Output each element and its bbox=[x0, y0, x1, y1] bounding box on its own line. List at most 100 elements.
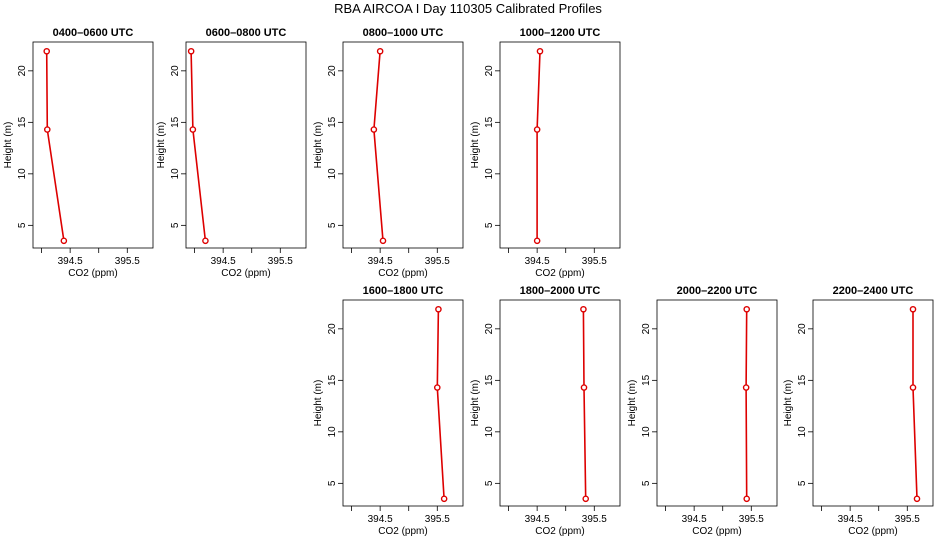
data-point bbox=[743, 305, 751, 313]
y-axis-label: Height (m) bbox=[3, 122, 14, 169]
panel-title: 1000–1200 UTC bbox=[520, 27, 601, 39]
panel-title: 1800–2000 UTC bbox=[520, 285, 601, 297]
y-tick-label: 5 bbox=[327, 222, 338, 228]
profile-line bbox=[45, 51, 65, 241]
panel-title: 2200–2400 UTC bbox=[833, 285, 914, 297]
y-tick-label: 20 bbox=[17, 65, 28, 77]
y-tick-label: 10 bbox=[484, 426, 495, 438]
profile-line bbox=[745, 309, 748, 499]
panel-title: 0400–0600 UTC bbox=[53, 27, 134, 39]
figure-title: RBA AIRCOA I Day 110305 Calibrated Profi… bbox=[334, 1, 602, 16]
x-tick-label: 394.5 bbox=[525, 256, 550, 267]
data-point bbox=[440, 495, 448, 503]
profile-line bbox=[190, 51, 207, 241]
x-axis-label: CO2 (ppm) bbox=[221, 268, 270, 279]
data-point bbox=[189, 126, 197, 133]
x-tick-label: 395.5 bbox=[895, 514, 920, 525]
data-point bbox=[433, 384, 441, 391]
y-tick-label: 20 bbox=[484, 323, 495, 335]
data-point bbox=[913, 495, 921, 503]
y-tick-label: 10 bbox=[641, 426, 652, 438]
data-point bbox=[742, 384, 750, 391]
x-tick-label: 394.5 bbox=[211, 256, 236, 267]
y-tick-label: 15 bbox=[170, 116, 181, 128]
y-tick-label: 10 bbox=[484, 168, 495, 180]
data-point bbox=[379, 237, 387, 245]
y-tick-label: 10 bbox=[17, 168, 28, 180]
panel-5: 1600–1800 UTC 394.5 395.5 5 10 15 20 CO2 (ppm) H… bbox=[313, 285, 464, 537]
y-tick-label: 5 bbox=[641, 480, 652, 486]
profile-line bbox=[373, 51, 384, 241]
plot-frame bbox=[656, 299, 778, 507]
plot-frame bbox=[342, 299, 464, 507]
y-tick-label: 5 bbox=[327, 480, 338, 486]
plot-frame bbox=[499, 299, 621, 507]
data-point bbox=[202, 237, 209, 245]
y-tick-label: 5 bbox=[170, 222, 181, 228]
x-tick-label: 394.5 bbox=[58, 256, 83, 267]
data-point bbox=[435, 305, 442, 313]
panel-title: 0600–0800 UTC bbox=[206, 27, 287, 39]
plot-frame bbox=[342, 41, 464, 249]
plot-frame bbox=[185, 41, 307, 249]
data-point bbox=[582, 495, 590, 503]
panel-title: 1600–1800 UTC bbox=[363, 285, 444, 297]
data-point bbox=[743, 495, 751, 503]
x-axis-label: CO2 (ppm) bbox=[378, 526, 427, 537]
data-point bbox=[580, 384, 588, 391]
data-point bbox=[533, 126, 541, 133]
y-tick-label: 5 bbox=[484, 480, 495, 486]
x-axis-label: CO2 (ppm) bbox=[535, 526, 584, 537]
y-tick-label: 10 bbox=[327, 168, 338, 180]
x-axis-label: CO2 (ppm) bbox=[535, 268, 584, 279]
x-tick-label: 394.5 bbox=[838, 514, 863, 525]
panel-1: 0400–0600 UTC 394.5 395.5 5 10 15 20 CO2 (ppm) H… bbox=[3, 27, 154, 279]
data-point bbox=[43, 126, 51, 133]
panel-4: 1000–1200 UTC 394.5 395.5 5 10 15 20 CO2 (ppm) H… bbox=[470, 27, 621, 279]
y-tick-label: 15 bbox=[797, 374, 808, 386]
data-point bbox=[580, 305, 587, 313]
panel-7: 2000–2200 UTC 394.5 395.5 5 10 15 20 CO2 (ppm) H… bbox=[627, 285, 778, 537]
plot-frame bbox=[32, 41, 154, 249]
x-tick-label: 395.5 bbox=[115, 256, 140, 267]
x-tick-label: 395.5 bbox=[582, 514, 607, 525]
x-tick-label: 395.5 bbox=[425, 514, 450, 525]
y-axis-label: Height (m) bbox=[627, 380, 638, 427]
y-tick-label: 5 bbox=[484, 222, 495, 228]
profile-line bbox=[912, 309, 918, 499]
profile-line bbox=[582, 309, 587, 499]
y-tick-label: 20 bbox=[327, 323, 338, 335]
y-tick-label: 10 bbox=[797, 426, 808, 438]
y-tick-label: 20 bbox=[327, 65, 338, 77]
data-point bbox=[909, 384, 917, 391]
y-tick-label: 15 bbox=[17, 116, 28, 128]
y-axis-label: Height (m) bbox=[313, 122, 324, 169]
data-point bbox=[376, 47, 384, 55]
y-tick-label: 20 bbox=[641, 323, 652, 335]
data-point bbox=[43, 47, 51, 55]
plot-frame bbox=[499, 41, 621, 249]
panel-8: 2200–2400 UTC 394.5 395.5 5 10 15 20 CO2 (ppm) H… bbox=[783, 285, 934, 537]
y-axis-label: Height (m) bbox=[156, 122, 167, 169]
profile-line bbox=[536, 51, 541, 241]
y-tick-label: 15 bbox=[484, 374, 495, 386]
panel-title: 2000–2200 UTC bbox=[677, 285, 758, 297]
y-tick-label: 20 bbox=[797, 323, 808, 335]
y-tick-label: 15 bbox=[484, 116, 495, 128]
y-tick-label: 20 bbox=[484, 65, 495, 77]
panel-title: 0800–1000 UTC bbox=[363, 27, 444, 39]
y-tick-label: 15 bbox=[641, 374, 652, 386]
data-point bbox=[187, 47, 195, 55]
y-tick-label: 5 bbox=[17, 222, 28, 228]
panel-grid: 0400–0600 UTC 394.5 395.5 5 10 15 20 CO2 (ppm) H… bbox=[3, 27, 934, 537]
panel-2: 0600–0800 UTC 394.5 395.5 5 10 15 20 CO2 (ppm) H… bbox=[156, 27, 307, 279]
y-tick-label: 15 bbox=[327, 374, 338, 386]
y-tick-label: 5 bbox=[797, 480, 808, 486]
panel-3: 0800–1000 UTC 394.5 395.5 5 10 15 20 CO2 (ppm) H… bbox=[313, 27, 464, 279]
x-tick-label: 394.5 bbox=[368, 256, 393, 267]
y-tick-label: 15 bbox=[327, 116, 338, 128]
data-point bbox=[536, 47, 544, 55]
y-axis-label: Height (m) bbox=[470, 122, 481, 169]
x-tick-label: 394.5 bbox=[525, 514, 550, 525]
